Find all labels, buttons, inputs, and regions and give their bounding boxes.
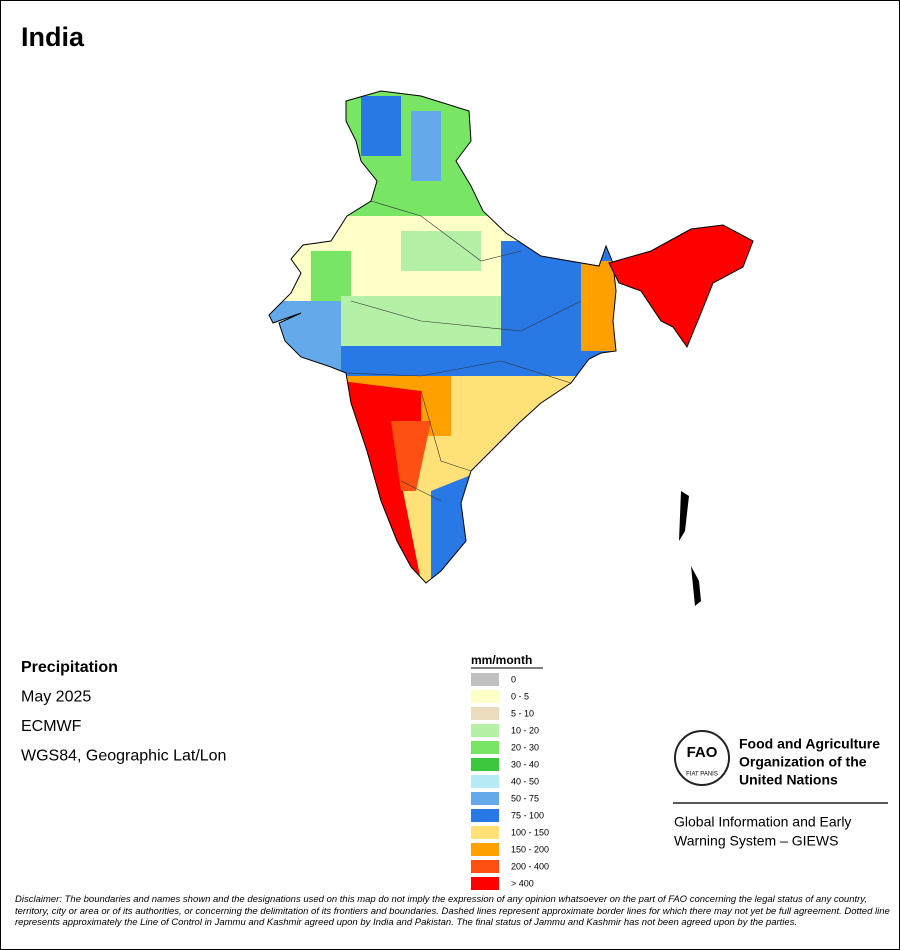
org-line: Organization of the (739, 754, 867, 770)
northeast-region (608, 224, 754, 349)
legend-swatch (471, 690, 499, 703)
org-name: Food and Agriculture Organization of the U… (739, 736, 880, 788)
system-line: Warning System – GIEWS (674, 833, 838, 849)
region (269, 216, 531, 306)
disclaimer: Disclaimer: The boundaries and names sho… (15, 894, 890, 928)
region (401, 231, 481, 271)
map-sheet: India Precipitation May 2025 ECMWF WGS84, G… (21, 22, 888, 890)
legend-label: 100 - 150 (511, 827, 549, 837)
region (581, 261, 616, 351)
legend-label: 0 (511, 674, 516, 684)
legend-label: 30 - 40 (511, 759, 539, 769)
region (269, 301, 351, 381)
legend-swatch (471, 877, 499, 890)
legend-label: > 400 (511, 878, 534, 888)
org-line: Food and Agriculture (739, 736, 880, 752)
legend-label: 150 - 200 (511, 844, 549, 854)
region (411, 111, 441, 181)
legend-swatch (471, 843, 499, 856)
info-heading: Precipitation (21, 659, 118, 676)
legend-swatch (471, 809, 499, 822)
region (311, 251, 351, 301)
legend-swatch (471, 860, 499, 873)
legend-swatch (471, 826, 499, 839)
state-borders (345, 200, 582, 502)
legend: mm/month 0 0 - 5 5 - 10 10 - 20 20 - 30 30 - 4… (471, 653, 549, 890)
legend-label: 5 - 10 (511, 708, 534, 718)
legend-label: 20 - 30 (511, 742, 539, 752)
info-line: WGS84, Geographic Lat/Lon (21, 748, 226, 765)
legend-title: mm/month (471, 653, 532, 667)
info-block: Precipitation May 2025 ECMWF WGS84, Geograp… (21, 659, 226, 765)
org-line: United Nations (739, 772, 838, 788)
fao-logo: FAO FIAT PANIS (674, 730, 730, 786)
emblem-motto: FIAT PANIS (686, 772, 718, 778)
legend-swatch (471, 673, 499, 686)
legend-swatch (471, 792, 499, 805)
system-line: Global Information and Early (674, 814, 851, 830)
legend-swatch (471, 707, 499, 720)
legend-swatch (471, 741, 499, 754)
region (269, 91, 616, 216)
legend-label: 50 - 75 (511, 793, 539, 803)
map-title: India (21, 22, 85, 52)
legend-label: 0 - 5 (511, 691, 529, 701)
india-precipitation (269, 91, 616, 583)
legend-label: 75 - 100 (511, 810, 544, 820)
legend-label: 10 - 20 (511, 725, 539, 735)
info-line: ECMWF (21, 718, 82, 735)
islands (679, 491, 701, 606)
legend-swatch (471, 775, 499, 788)
legend-swatch (471, 758, 499, 771)
legend-label: 200 - 400 (511, 861, 549, 871)
legend-swatch (471, 724, 499, 737)
legend-label: 40 - 50 (511, 776, 539, 786)
emblem-letters: FAO (687, 744, 718, 761)
system-name: Global Information and Early Warning Syst… (674, 814, 851, 849)
region (391, 421, 431, 491)
info-line: May 2025 (21, 689, 91, 706)
region (341, 346, 501, 381)
emblem-ring (674, 730, 730, 786)
region (361, 96, 401, 156)
india-border (268, 90, 617, 584)
